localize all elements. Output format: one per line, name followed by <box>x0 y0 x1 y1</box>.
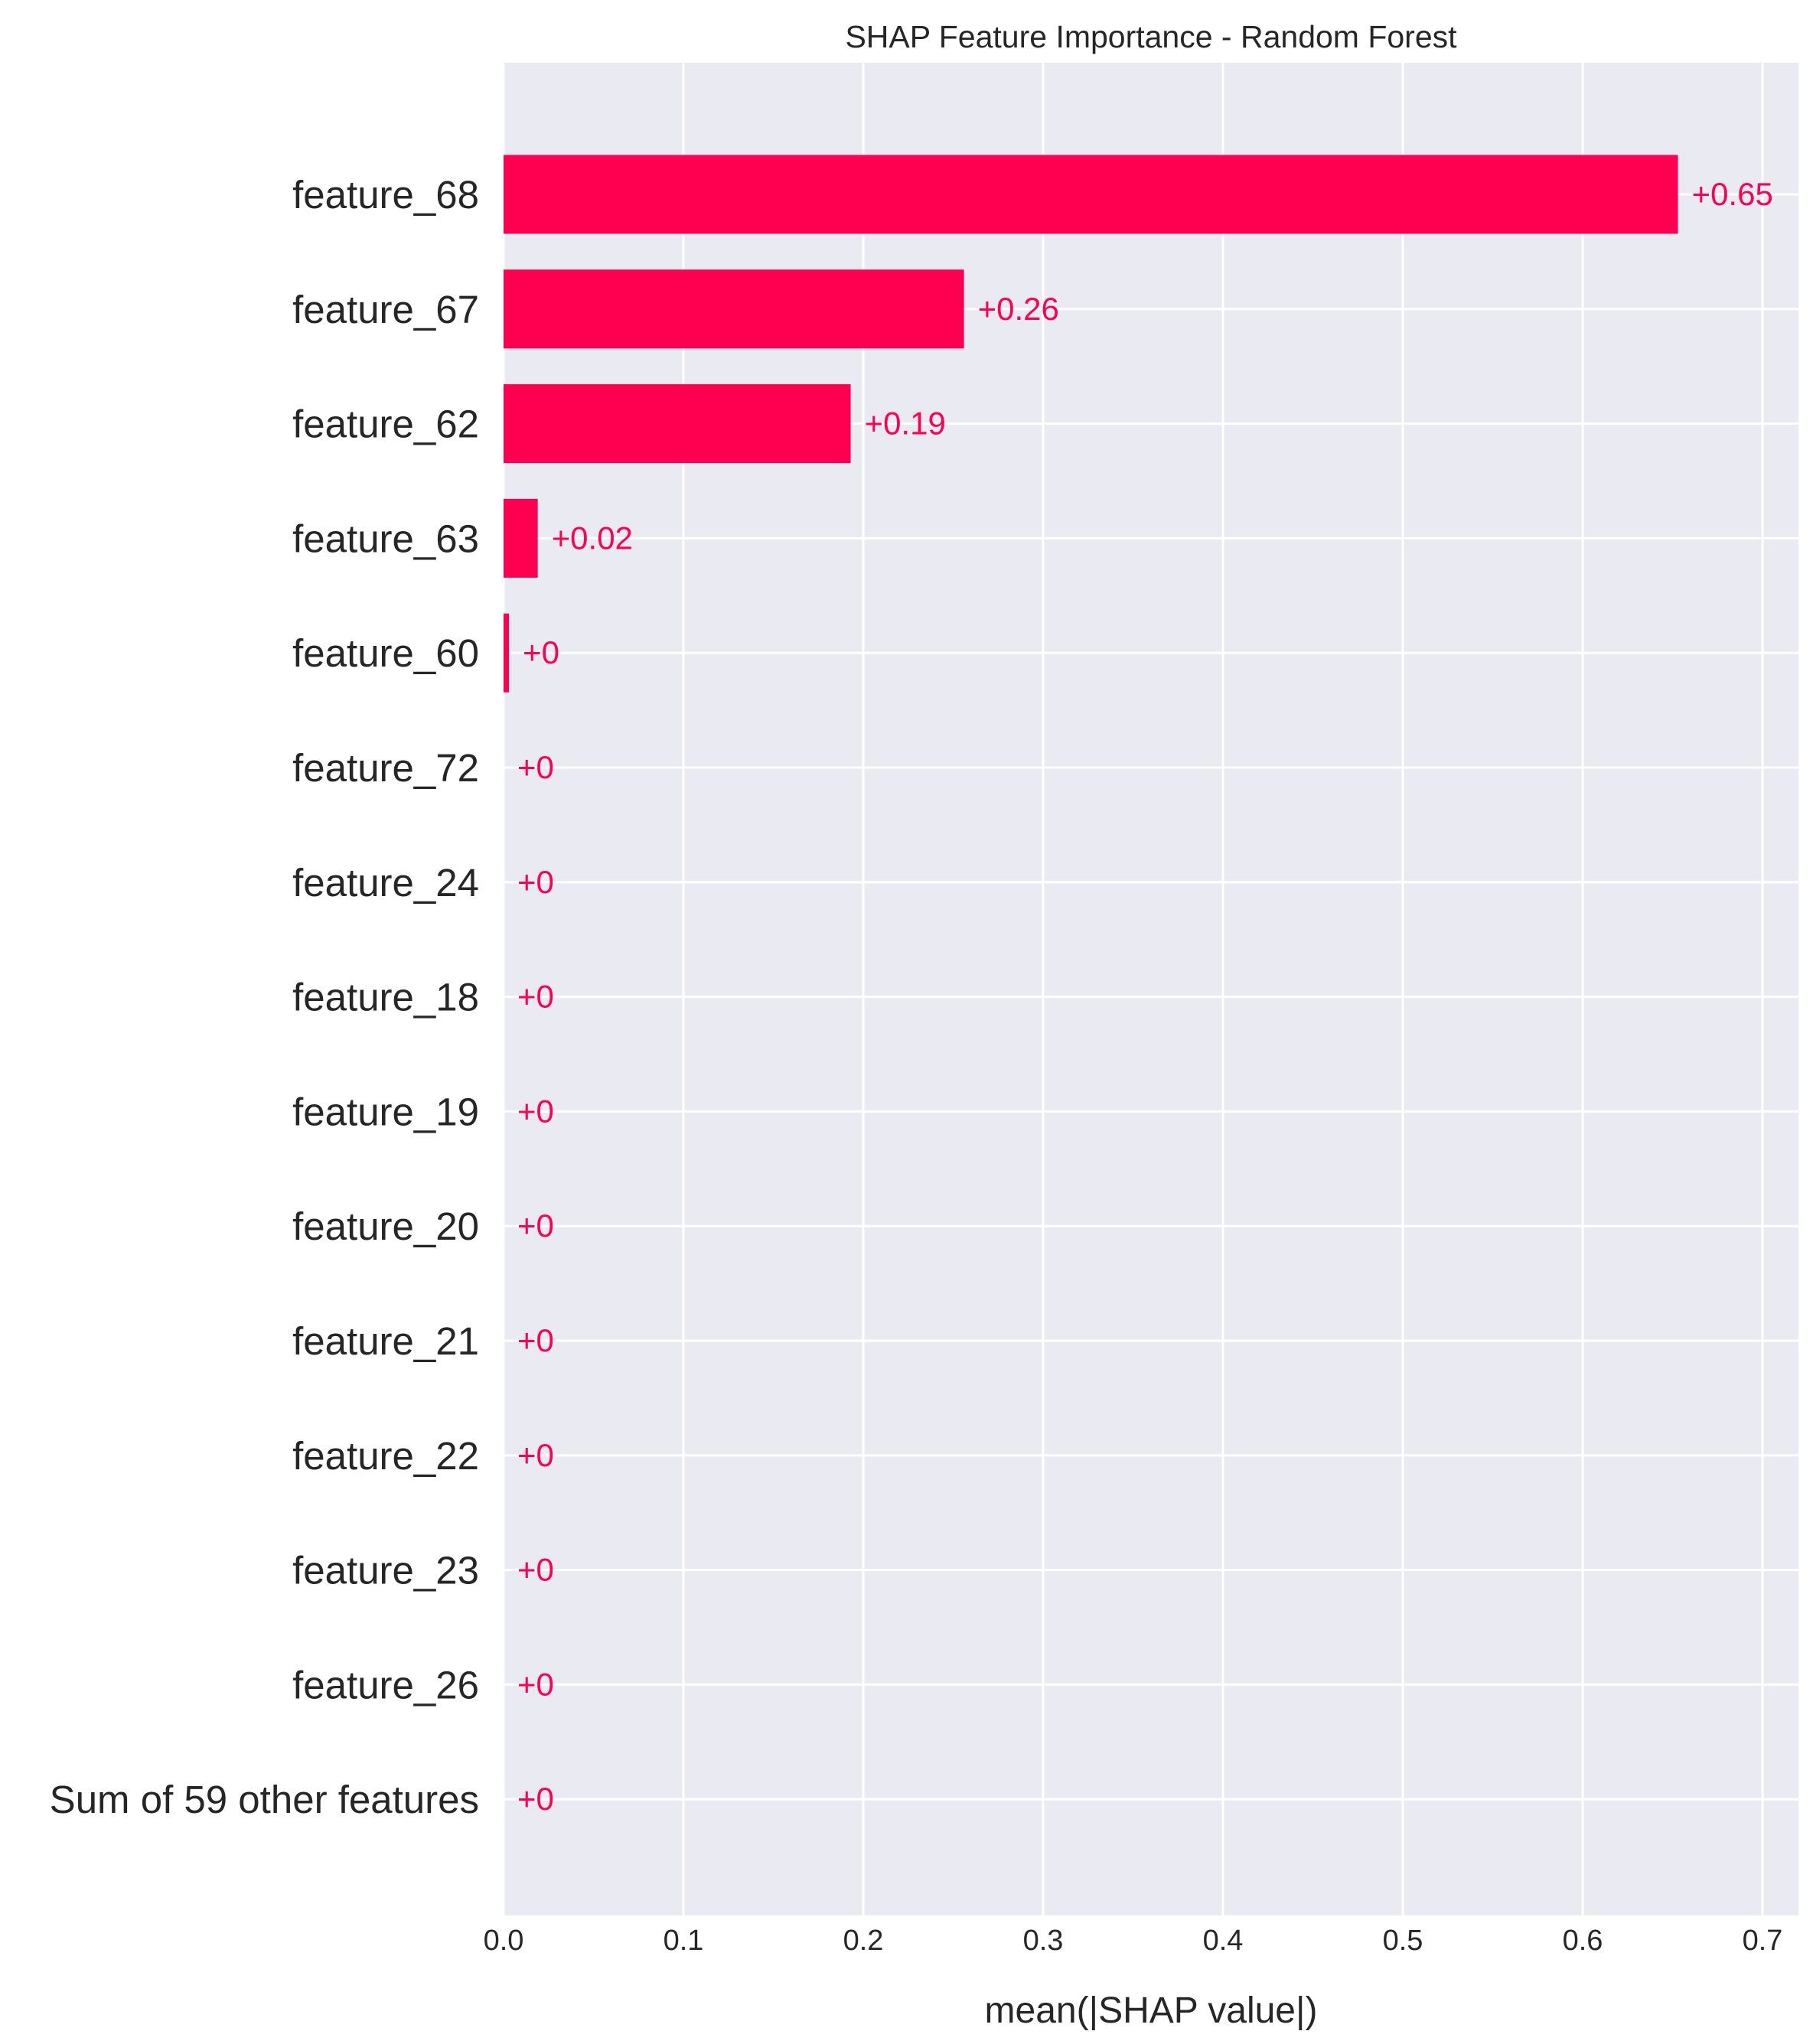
y-tick-label: feature_20 <box>292 1205 479 1248</box>
data-labels: +0.65 +0.26 +0.19 +0.02 +0 +0 +0 +0 +0 +0 +0 +0 +0 +0… <box>517 176 1773 1817</box>
y-tick-label: feature_24 <box>292 861 479 905</box>
x-tick-label: 0.6 <box>1563 1925 1603 1957</box>
data-label: +0 <box>517 1666 554 1702</box>
bar <box>504 498 538 578</box>
data-label: +0 <box>517 1437 554 1473</box>
data-label: +0 <box>523 634 559 670</box>
y-tick-label: feature_60 <box>292 631 479 675</box>
data-label: +0 <box>517 979 554 1015</box>
x-tick-labels: 0.0 0.1 0.2 0.3 0.4 0.5 0.6 0.7 <box>484 1925 1783 1957</box>
chart-title: SHAP Feature Importance - Random Forest <box>845 19 1457 54</box>
data-label: +0 <box>517 1208 554 1244</box>
y-tick-label: feature_23 <box>292 1549 479 1592</box>
bar <box>504 613 510 693</box>
data-label: +0 <box>517 1322 554 1358</box>
y-tick-label: feature_22 <box>292 1434 479 1478</box>
data-label: +0.65 <box>1692 176 1773 212</box>
data-label: +0.19 <box>865 406 946 442</box>
bar <box>504 269 964 349</box>
x-tick-label: 0.5 <box>1383 1925 1423 1957</box>
y-tick-label: feature_26 <box>292 1663 479 1707</box>
y-tick-label: feature_62 <box>292 403 479 446</box>
data-label: +0 <box>517 1781 554 1817</box>
y-tick-label: Sum of 59 other features <box>50 1778 479 1821</box>
bar <box>504 384 851 464</box>
x-tick-label: 0.4 <box>1203 1925 1244 1957</box>
y-tick-labels: feature_68 feature_67 feature_62 feature_63… <box>50 173 479 1821</box>
bars <box>504 155 1678 693</box>
x-tick-label: 0.0 <box>484 1925 524 1957</box>
data-label: +0 <box>517 864 554 900</box>
data-label: +0.02 <box>552 520 633 556</box>
data-label: +0 <box>517 749 554 785</box>
y-tick-label: feature_68 <box>292 173 479 217</box>
data-label: +0 <box>517 1552 554 1588</box>
data-label: +0 <box>517 1093 554 1129</box>
y-tick-label: feature_21 <box>292 1319 479 1363</box>
x-axis-label: mean(|SHAP value|) <box>985 1990 1318 2031</box>
bar <box>504 155 1678 234</box>
x-tick-label: 0.3 <box>1023 1925 1064 1957</box>
y-tick-label: feature_18 <box>292 976 479 1019</box>
y-tick-label: feature_72 <box>292 746 479 790</box>
y-tick-label: feature_63 <box>292 517 479 560</box>
data-label: +0.26 <box>978 291 1059 327</box>
x-tick-label: 0.7 <box>1743 1925 1783 1957</box>
y-tick-label: feature_19 <box>292 1090 479 1133</box>
x-tick-label: 0.1 <box>664 1925 704 1957</box>
y-tick-label: feature_67 <box>292 288 479 331</box>
x-tick-label: 0.2 <box>843 1925 884 1957</box>
